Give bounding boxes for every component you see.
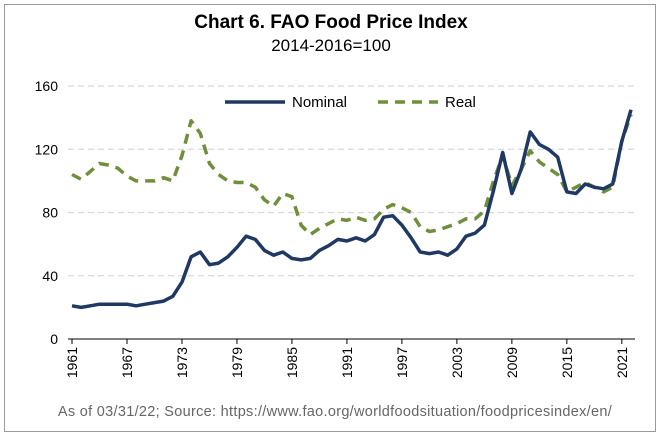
series-line-real — [71, 113, 633, 237]
chart-title: Chart 6. FAO Food Price Index — [194, 12, 468, 33]
x-tick-label: 1961 — [64, 347, 80, 378]
y-tick-label: 0 — [50, 331, 58, 347]
x-tick-label: 1985 — [284, 347, 300, 378]
legend: Nominal Real — [225, 94, 476, 111]
x-tick-label: 1967 — [119, 347, 135, 378]
gridlines — [68, 85, 635, 277]
source-note: As of 03/31/22; Source: https://www.fao.… — [57, 404, 613, 420]
axes: 0 40 80 120 160 1961 1967 1973 1979 1985 1991 1997 2… — [35, 78, 635, 378]
x-tick-label: 2021 — [614, 347, 630, 378]
chart-subtitle: 2014-2016=100 — [271, 36, 391, 55]
x-tick-label: 2003 — [449, 347, 465, 378]
y-tick-label: 80 — [42, 205, 58, 221]
legend-label-real: Real — [445, 94, 476, 111]
y-tick-label: 120 — [35, 141, 59, 157]
series-lines — [71, 109, 633, 310]
x-tick-label: 1991 — [339, 347, 355, 378]
x-tick-label: 2015 — [559, 347, 575, 378]
y-tick-label: 40 — [42, 268, 58, 284]
series-line-nominal — [71, 109, 633, 310]
x-tick-label: 2009 — [504, 347, 520, 378]
legend-label-nominal: Nominal — [292, 94, 347, 111]
chart-frame — [4, 4, 656, 432]
x-tick-label: 1997 — [394, 347, 410, 378]
y-tick-label: 160 — [35, 78, 59, 94]
x-tick-label: 1973 — [174, 347, 190, 378]
x-tick-label: 1979 — [229, 347, 245, 378]
